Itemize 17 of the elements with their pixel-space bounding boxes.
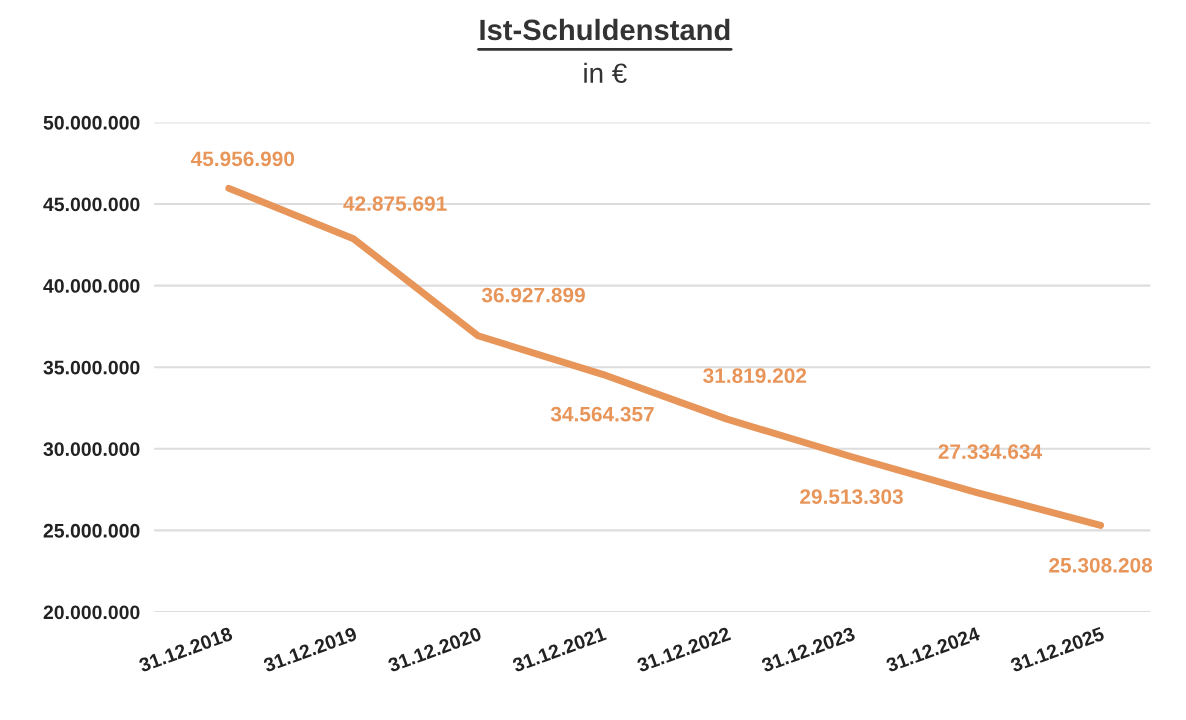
data-label: 29.513.303 xyxy=(800,489,903,505)
y-tick-label: 25.000.000 xyxy=(43,523,140,538)
data-label: 36.927.899 xyxy=(481,287,585,303)
data-label: 42.875.691 xyxy=(343,196,447,211)
y-tick-label: 20.000.000 xyxy=(43,605,140,620)
data-label: 34.564.357 xyxy=(550,406,654,422)
y-tick-label: 45.000.000 xyxy=(43,197,140,212)
data-label: 45.956.990 xyxy=(190,151,295,167)
chart-subtitle: in € xyxy=(584,62,627,84)
data-label: 27.334.634 xyxy=(938,444,1042,460)
y-tick-label: 30.000.000 xyxy=(43,442,140,457)
chart-title: Ist-Schuldenstand xyxy=(480,18,730,41)
data-label: 25.308.208 xyxy=(1049,557,1153,573)
y-tick-label: 40.000.000 xyxy=(43,279,140,293)
data-label: 31.819.202 xyxy=(703,368,807,384)
y-tick-label: 35.000.000 xyxy=(43,360,140,375)
y-tick-label: 50.000.000 xyxy=(43,115,140,130)
